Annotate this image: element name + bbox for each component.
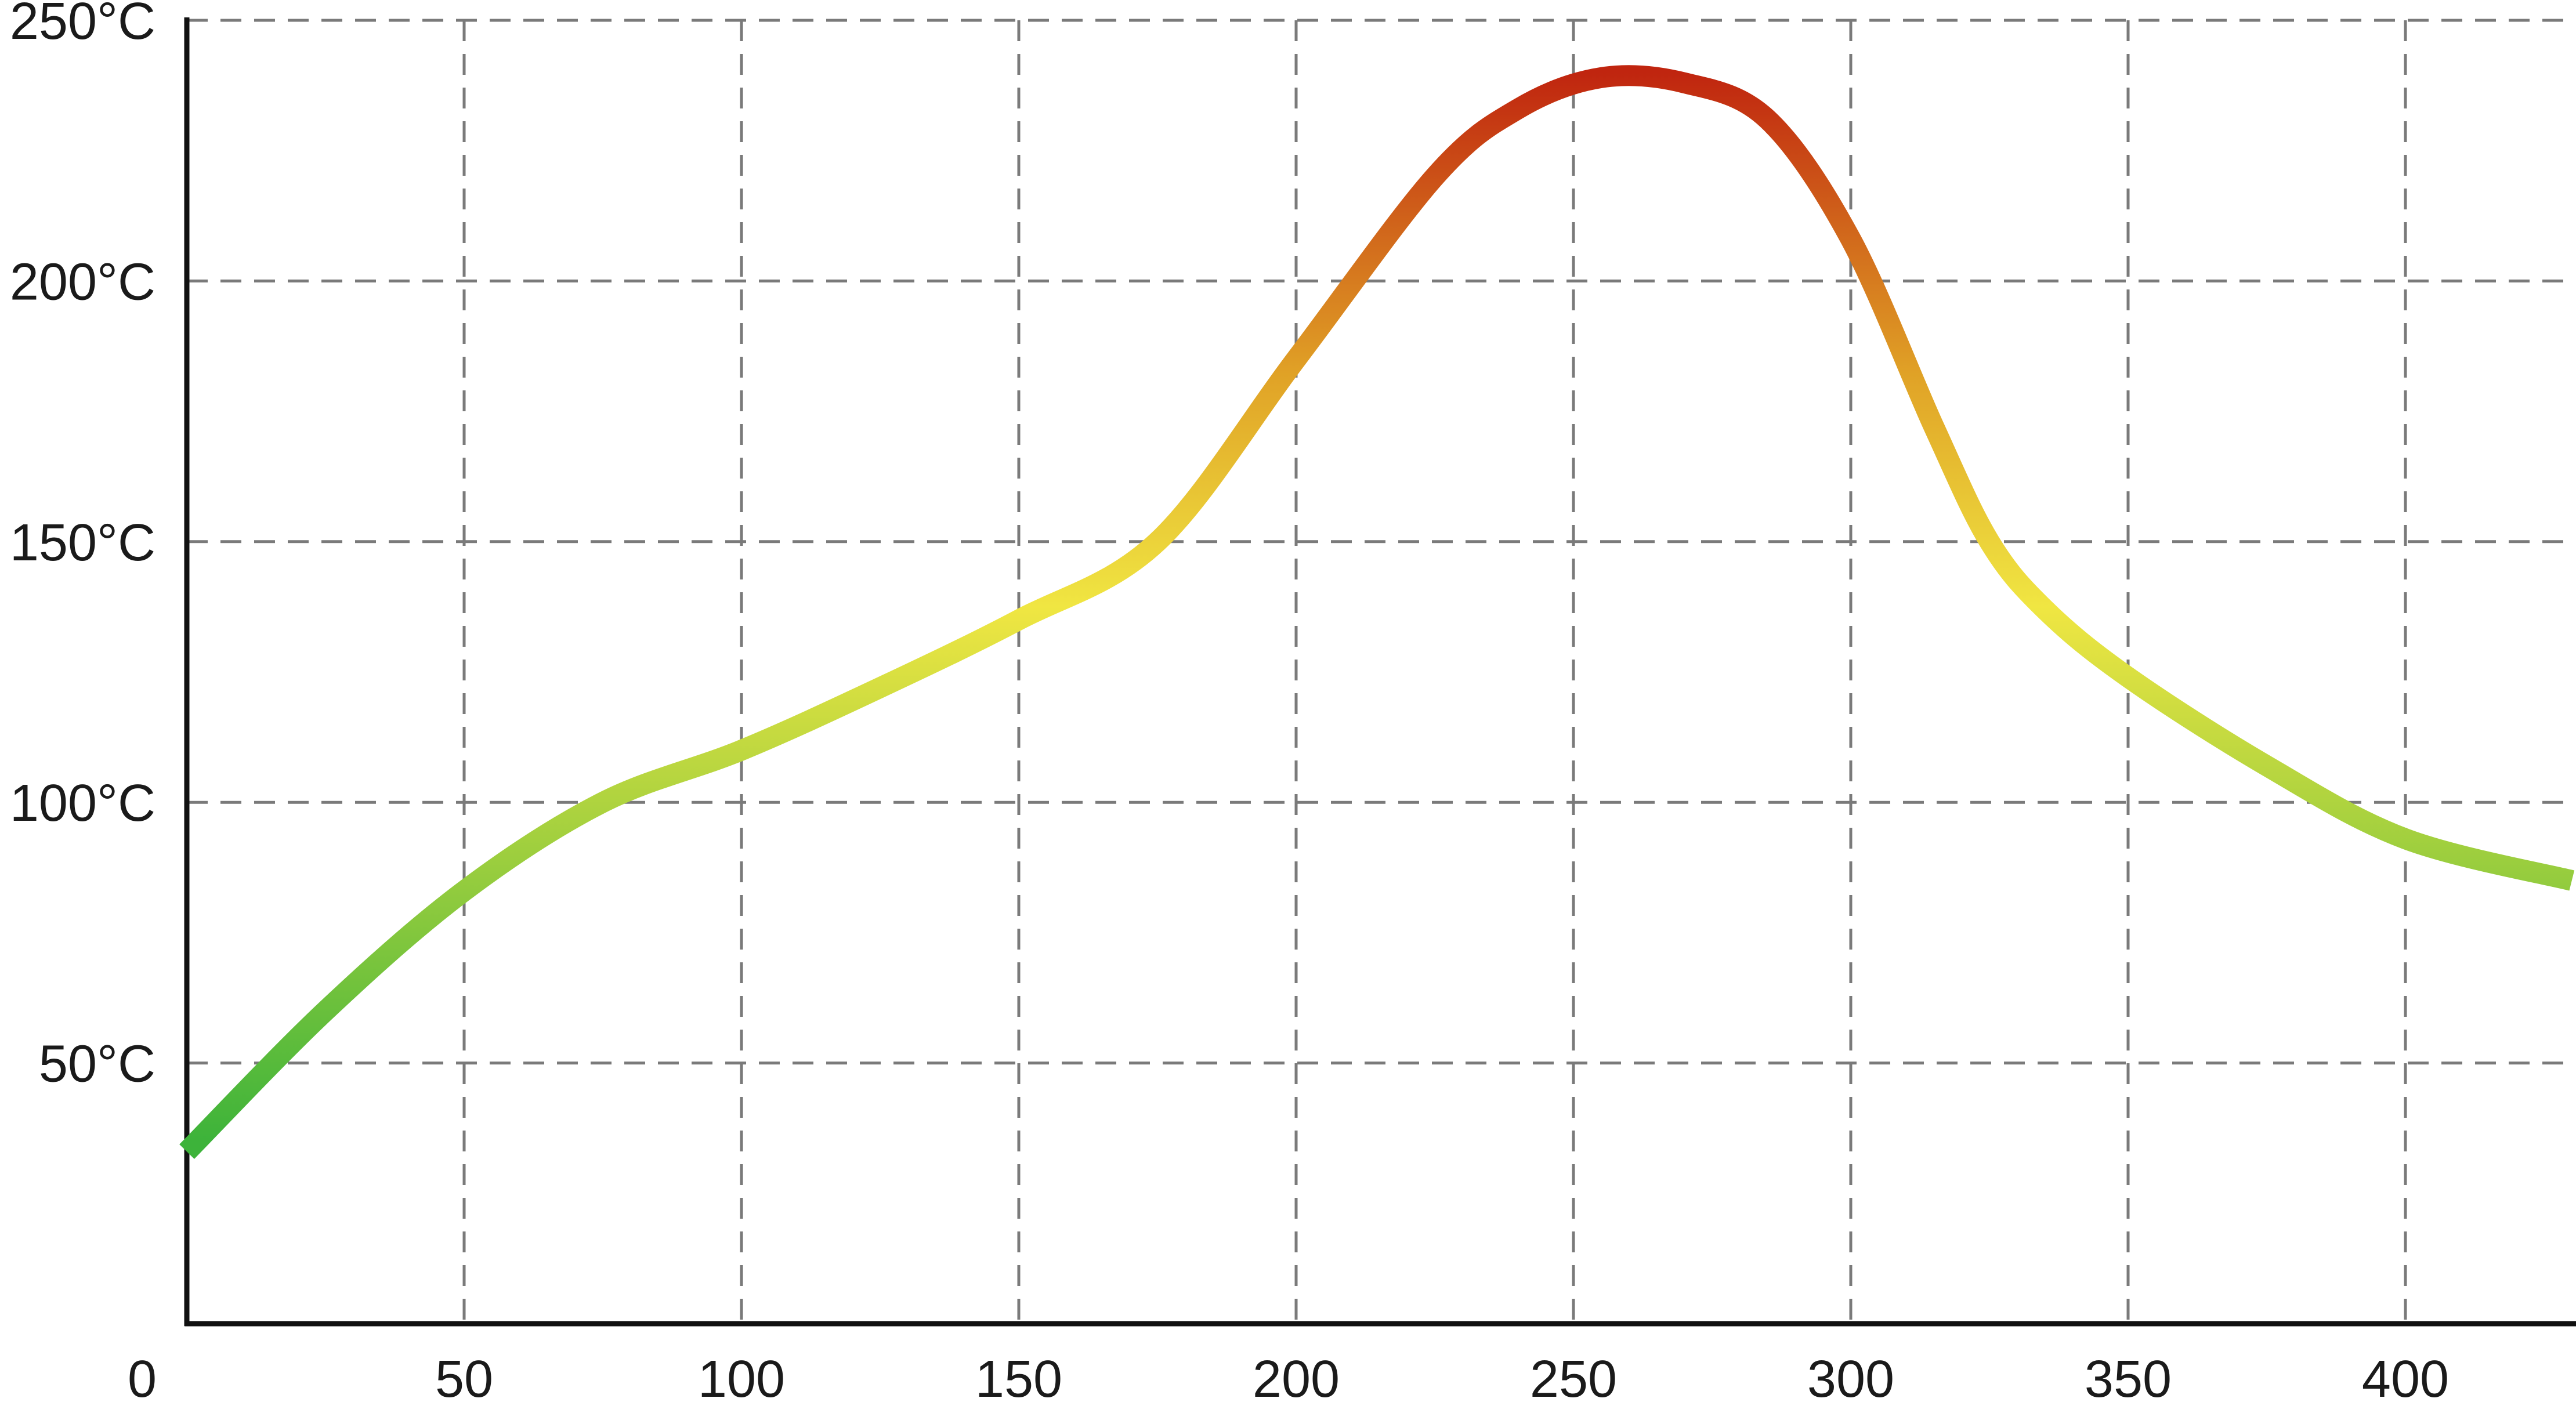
grid [187, 19, 2576, 1324]
y-tick-label: 150°C [10, 514, 155, 572]
x-tick-label: 150 [975, 1350, 1062, 1402]
y-tick-label: 200°C [10, 253, 155, 311]
x-tick-label: 300 [1807, 1350, 1894, 1402]
tick-labels: 50°C 100°C 150°C 200°C 250°C 0 50 100 150 200 250 3… [10, 0, 2449, 1402]
y-tick-label: 50°C [39, 1035, 155, 1093]
x-tick-label: 400 [2362, 1350, 2449, 1402]
y-tick-label: 250°C [10, 0, 155, 50]
x-tick-label: 200 [1253, 1350, 1340, 1402]
y-tick-label: 100°C [10, 774, 155, 832]
temperature-series-line [179, 65, 2575, 1160]
x-tick-label: 250 [1530, 1350, 1617, 1402]
x-tick-label: 0 [128, 1350, 157, 1402]
x-tick-label: 100 [698, 1350, 785, 1402]
series-layer [179, 65, 2575, 1160]
x-tick-label: 50 [435, 1350, 493, 1402]
axes [184, 17, 2576, 1327]
x-tick-label: 350 [2085, 1350, 2172, 1402]
